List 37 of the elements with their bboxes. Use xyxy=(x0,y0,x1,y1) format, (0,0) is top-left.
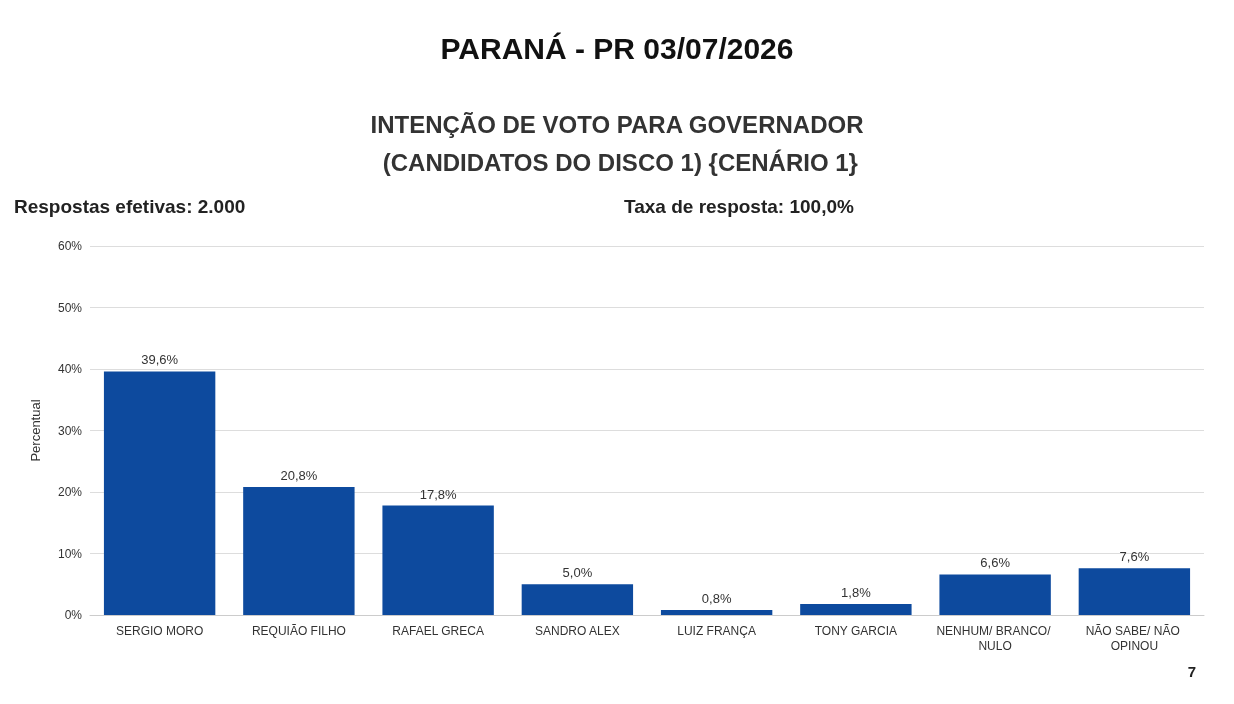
data-label: 17,8% xyxy=(419,486,457,502)
x-tick-label: LUIZ FRANÇA xyxy=(677,623,756,638)
x-tick-label: SANDRO ALEX xyxy=(535,623,620,638)
y-tick-label: 20% xyxy=(57,485,83,499)
bar xyxy=(939,574,1051,615)
x-tick-label: REQUIÃO FILHO xyxy=(251,623,346,638)
bar xyxy=(1078,568,1191,615)
bar xyxy=(243,487,355,615)
x-tick-label: NÃO SABE/ NÃO OPINOU xyxy=(1085,623,1184,653)
text: Respostas efetivas: 2.000 xyxy=(14,196,246,217)
chart-subtitle: INTENÇÃO DE VOTO PARA GOVERNADOR (CANDIDATOS DO DISCO 1) {CENÁRIO 1} xyxy=(370,110,864,176)
data-label: 20,8% xyxy=(280,468,318,484)
bar xyxy=(660,610,773,615)
data-label: 5,0% xyxy=(562,565,593,581)
data-label: 6,6% xyxy=(980,555,1011,571)
text: 7 xyxy=(1187,663,1196,680)
x-tick-label: TONY GARCIA xyxy=(814,623,897,638)
y-tick-label: 10% xyxy=(57,546,83,561)
text: Taxa de resposta: 100,0% xyxy=(624,196,854,217)
data-label: 7,6% xyxy=(1119,549,1150,565)
y-tick-label: 40% xyxy=(57,362,83,376)
y-tick-label: 50% xyxy=(57,300,83,315)
data-label: 1,8% xyxy=(841,584,872,600)
y-tick-label: 60% xyxy=(57,239,83,253)
x-tick-label: RAFAEL GRECA xyxy=(392,623,484,638)
chart-title: PARANÁ - PR 03/07/2026 xyxy=(440,31,794,65)
y-tick-label: 0% xyxy=(64,608,83,622)
bar xyxy=(382,505,494,615)
data-label: 0,8% xyxy=(701,591,732,607)
x-tick-label: NENHUM/ BRANCO/ NULO xyxy=(936,623,1054,653)
y-axis-title: Percentual xyxy=(28,399,43,462)
y-tick-label: 30% xyxy=(57,423,83,438)
data-label: 39,6% xyxy=(141,352,179,368)
bar xyxy=(521,584,634,615)
bar xyxy=(800,603,912,615)
bar xyxy=(103,371,216,615)
x-tick-label: SERGIO MORO xyxy=(115,623,204,638)
